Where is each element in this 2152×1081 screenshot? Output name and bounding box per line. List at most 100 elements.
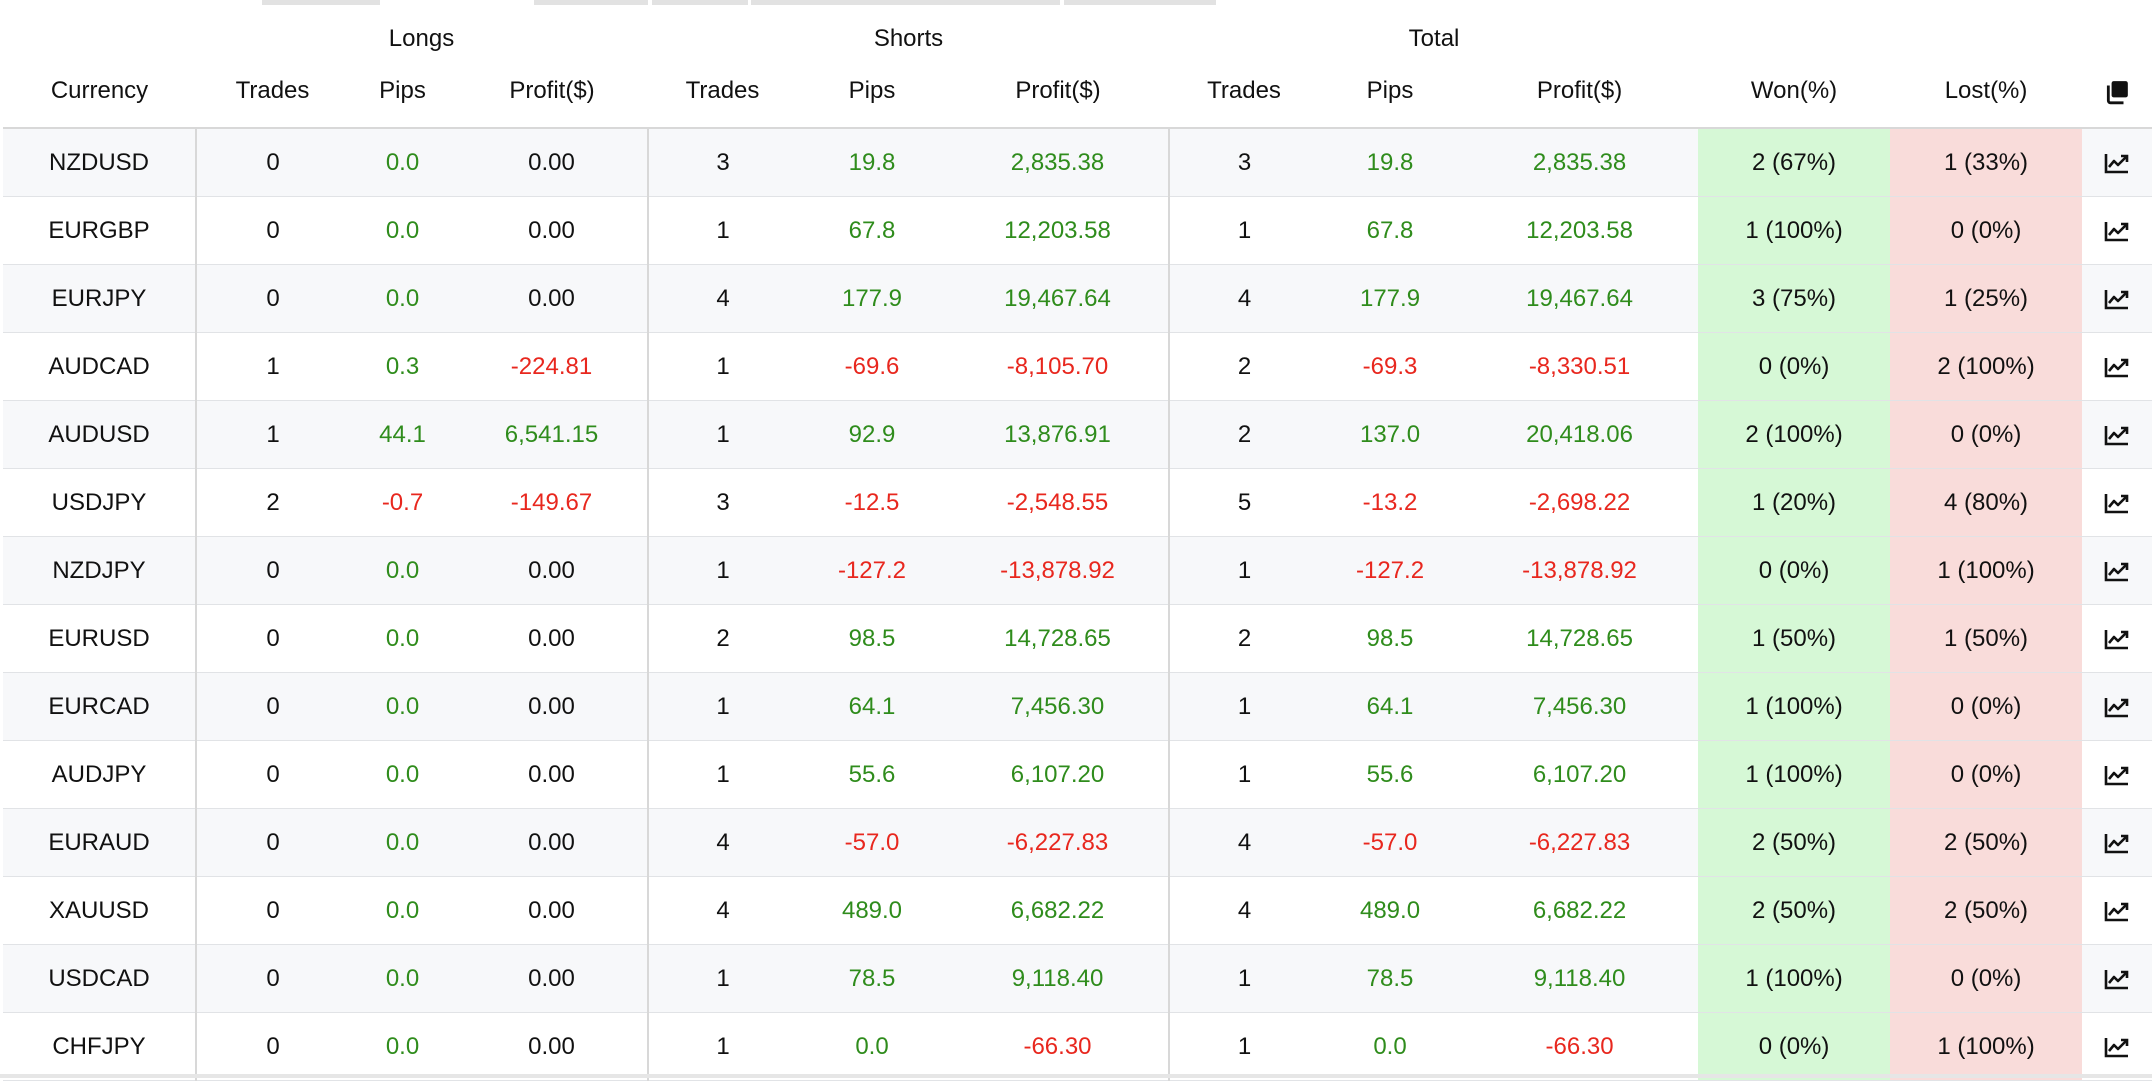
cell-won: 3 (75%) — [1698, 264, 1891, 333]
cell-lost: 0 (0%) — [1890, 944, 2083, 1013]
col-total-trades[interactable]: Trades — [1169, 55, 1320, 129]
cell-long-pips: 0.0 — [349, 196, 456, 265]
group-longs: Longs — [388, 25, 455, 52]
cell-total-trades: 3 — [1169, 128, 1320, 197]
cell-short-pips: -57.0 — [797, 808, 947, 877]
cell-long-profit: 0.00 — [456, 740, 649, 809]
table-row: EURGBP 0 0.0 0.00 1 67.8 12,203.58 1 67.8 12,203.… — [3, 196, 2152, 265]
cell-total-profit: 6,107.20 — [1461, 740, 1699, 809]
cell-currency: CHFJPY — [3, 1012, 197, 1081]
col-total-pips[interactable]: Pips — [1319, 55, 1462, 129]
cell-currency: EURUSD — [3, 604, 197, 673]
cell-short-pips: 98.5 — [797, 604, 947, 673]
cell-long-trades: 0 — [196, 672, 349, 741]
currency-table: Longs Shorts Total Currency Trades Pips … — [3, 5, 2152, 1081]
cell-long-profit: 0.00 — [456, 196, 649, 265]
chart-line-icon[interactable] — [2082, 264, 2152, 333]
cell-long-pips: 0.0 — [349, 536, 456, 605]
chart-line-icon[interactable] — [2082, 468, 2152, 537]
cell-long-trades: 0 — [196, 536, 349, 605]
chart-line-icon[interactable] — [2082, 944, 2152, 1013]
cell-total-pips: 67.8 — [1319, 196, 1462, 265]
tab-2[interactable] — [383, 0, 531, 5]
chart-line-icon[interactable] — [2082, 536, 2152, 605]
col-won[interactable]: Won(%) — [1698, 55, 1891, 129]
cell-short-trades: 1 — [648, 944, 797, 1013]
cell-long-trades: 0 — [196, 604, 349, 673]
cell-short-pips: -69.6 — [797, 332, 947, 401]
cell-long-profit: 0.00 — [456, 536, 649, 605]
cell-lost: 1 (33%) — [1890, 128, 2083, 197]
chart-line-icon[interactable] — [2082, 400, 2152, 469]
cell-total-pips: -69.3 — [1319, 332, 1462, 401]
table-row: CHFJPY 0 0.0 0.00 1 0.0 -66.30 1 0.0 -66.30 0 (0%)… — [3, 1012, 2152, 1081]
table-row: EURCAD 0 0.0 0.00 1 64.1 7,456.30 1 64.1 7,456.30… — [3, 672, 2152, 741]
cell-total-pips: 177.9 — [1319, 264, 1462, 333]
chart-line-icon[interactable] — [2082, 128, 2152, 197]
chart-line-icon-svg — [2104, 834, 2129, 854]
chart-line-icon-svg — [2104, 426, 2129, 446]
cell-total-profit: 6,682.22 — [1461, 876, 1699, 945]
col-short-pips[interactable]: Pips — [797, 55, 947, 129]
cell-short-profit: -6,227.83 — [947, 808, 1171, 877]
tab-6[interactable] — [1064, 0, 1216, 5]
chart-line-icon-svg — [2104, 630, 2129, 650]
cell-lost: 0 (0%) — [1890, 196, 2083, 265]
cell-won: 1 (50%) — [1698, 604, 1891, 673]
col-long-profit[interactable]: Profit($) — [456, 55, 648, 129]
col-short-profit[interactable]: Profit($) — [947, 55, 1170, 129]
chart-line-icon[interactable] — [2082, 808, 2152, 877]
cell-long-profit: 0.00 — [456, 264, 649, 333]
cell-short-trades: 1 — [648, 536, 797, 605]
chart-line-icon[interactable] — [2082, 672, 2152, 741]
table-row: AUDUSD 1 44.1 6,541.15 1 92.9 13,876.91 2 137.0 2… — [3, 400, 2152, 469]
cell-total-trades: 2 — [1169, 332, 1320, 401]
cell-won: 1 (100%) — [1698, 740, 1891, 809]
cell-total-profit: 2,835.38 — [1461, 128, 1699, 197]
cell-short-trades: 3 — [648, 468, 797, 537]
chart-line-icon[interactable] — [2082, 876, 2152, 945]
cell-short-pips: -127.2 — [797, 536, 947, 605]
cell-long-profit: 0.00 — [456, 808, 649, 877]
table-row: EURAUD 0 0.0 0.00 4 -57.0 -6,227.83 4 -57.0 -6,22… — [3, 808, 2152, 877]
cell-total-trades: 1 — [1169, 944, 1320, 1013]
chart-line-icon[interactable] — [2082, 332, 2152, 401]
cell-short-profit: 12,203.58 — [947, 196, 1171, 265]
col-long-pips[interactable]: Pips — [349, 55, 456, 129]
cell-currency: AUDJPY — [3, 740, 197, 809]
cell-short-pips: 64.1 — [797, 672, 947, 741]
cell-total-profit: 7,456.30 — [1461, 672, 1699, 741]
chart-line-icon[interactable] — [2082, 196, 2152, 265]
cell-short-trades: 1 — [648, 196, 797, 265]
tab-3[interactable] — [534, 0, 648, 5]
cell-short-pips: 67.8 — [797, 196, 947, 265]
cell-lost: 2 (50%) — [1890, 808, 2083, 877]
tab-4[interactable] — [652, 0, 748, 5]
cell-short-trades: 1 — [648, 672, 797, 741]
chart-line-icon[interactable] — [2082, 1012, 2152, 1081]
col-short-trades[interactable]: Trades — [648, 55, 797, 129]
col-currency[interactable]: Currency — [3, 55, 196, 129]
copy-icon[interactable] — [2082, 55, 2152, 129]
col-total-profit[interactable]: Profit($) — [1461, 55, 1699, 129]
cell-currency: XAUUSD — [3, 876, 197, 945]
tab-5[interactable] — [751, 0, 1060, 5]
cell-total-pips: 55.6 — [1319, 740, 1462, 809]
cell-total-trades: 1 — [1169, 196, 1320, 265]
cell-total-profit: -66.30 — [1461, 1012, 1699, 1081]
group-empty-lost — [1890, 5, 2082, 55]
cell-total-pips: 19.8 — [1319, 128, 1462, 197]
tab-strip — [0, 0, 2152, 5]
cell-long-pips: 0.0 — [349, 876, 456, 945]
cell-long-trades: 0 — [196, 196, 349, 265]
chart-line-icon[interactable] — [2082, 740, 2152, 809]
col-long-trades[interactable]: Trades — [196, 55, 349, 129]
cell-short-profit: -8,105.70 — [947, 332, 1171, 401]
cell-won: 2 (50%) — [1698, 876, 1891, 945]
tab-1[interactable] — [262, 0, 380, 5]
cell-long-trades: 0 — [196, 1012, 349, 1081]
col-lost[interactable]: Lost(%) — [1890, 55, 2083, 129]
cell-short-profit: 7,456.30 — [947, 672, 1171, 741]
chart-line-icon[interactable] — [2082, 604, 2152, 673]
cell-total-pips: 0.0 — [1319, 1012, 1462, 1081]
